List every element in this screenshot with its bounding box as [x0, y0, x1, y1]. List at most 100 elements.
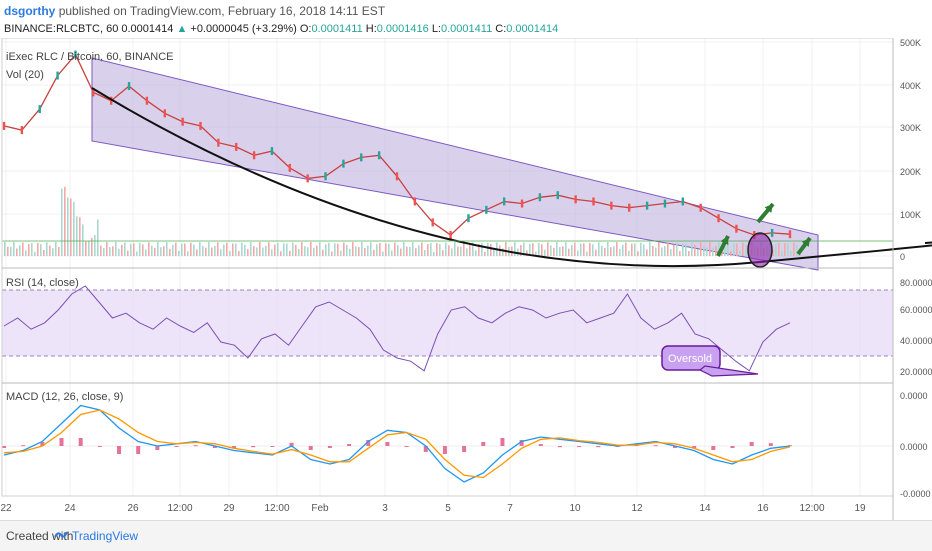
volume-bar: [409, 246, 411, 256]
volume-bar: [556, 242, 558, 256]
volume-bar: [598, 242, 600, 256]
price-chart[interactable]: 22 24 26 12:00 29 12:00 Feb 3 5 7 10 12 14 16 12:00 19 5…: [0, 38, 932, 520]
macd-histogram-bar: [251, 446, 256, 448]
volume-bar: [25, 250, 27, 256]
price-change: +0.0000045 (+3.29%): [190, 23, 297, 35]
x-tick-label: 3: [382, 503, 388, 514]
volume-bar: [421, 242, 423, 256]
volume-bar: [208, 242, 210, 256]
volume-bar: [367, 245, 369, 256]
macd-histogram-bar: [385, 442, 390, 446]
volume-bar: [127, 250, 129, 256]
main-pane[interactable]: [2, 50, 932, 271]
symbol-label: BINANCE:RLCBTC, 60: [4, 23, 119, 35]
volume-bar: [52, 248, 54, 256]
volume-bar: [160, 247, 162, 256]
volume-bar: [745, 244, 747, 256]
macd-histogram-bar: [538, 444, 543, 446]
volume-bar: [679, 251, 681, 256]
candle: [556, 191, 559, 200]
x-tick-label: 7: [507, 503, 513, 514]
candle: [145, 96, 149, 105]
volume-bar: [694, 244, 696, 256]
volume-bar: [463, 242, 465, 256]
candle: [360, 153, 363, 162]
volume-bar: [40, 244, 42, 256]
volume-bar: [391, 250, 393, 256]
rsi-pane[interactable]: [2, 285, 893, 372]
volume-bar: [130, 243, 132, 256]
volume-bar: [337, 243, 339, 256]
volume-bar: [715, 245, 717, 256]
volume-bar: [550, 245, 552, 256]
volume-bar: [403, 242, 405, 256]
volume-bar: [94, 235, 96, 256]
candle: [217, 138, 220, 147]
candle: [199, 121, 202, 130]
macd-histogram-bar: [749, 442, 754, 446]
volume-bar: [67, 197, 69, 256]
candle: [628, 203, 631, 212]
tradingview-logo-icon[interactable]: [54, 529, 68, 541]
rsi-tick-label: 60.0000: [900, 305, 932, 315]
y-tick-label: 200K: [900, 167, 921, 177]
volume-bar: [772, 249, 774, 256]
volume-bar: [61, 188, 63, 256]
ohlc-line: BINANCE:RLCBTC, 60 0.0001414 ▲ +0.000004…: [4, 23, 558, 35]
macd-histogram-bar: [193, 445, 198, 447]
volume-bar: [379, 242, 381, 256]
volume-bar: [307, 247, 309, 256]
volume-bar: [19, 245, 21, 256]
volume-bar: [226, 242, 228, 256]
oversold-pointer: [698, 365, 759, 377]
x-tick-label: 26: [127, 503, 139, 514]
volume-bar: [223, 244, 225, 256]
volume-bar: [172, 244, 174, 256]
volume-bar: [292, 242, 294, 256]
x-tick-label: Feb: [311, 503, 329, 514]
candle: [610, 201, 613, 210]
candle: [377, 151, 381, 160]
volume-bar: [583, 243, 585, 256]
volume-bar: [301, 242, 303, 256]
volume-bar: [283, 243, 285, 256]
volume-bar: [577, 250, 579, 256]
volume-bar: [190, 242, 192, 256]
volume-bar: [661, 247, 663, 256]
highlight-circle: [747, 232, 773, 268]
volume-bar: [385, 243, 387, 256]
volume-bar: [268, 242, 270, 256]
volume-bar: [616, 242, 618, 256]
volume-bar: [562, 246, 564, 256]
volume-bar: [718, 242, 720, 256]
volume-bar: [85, 241, 87, 256]
volume-bar: [106, 242, 108, 256]
volume-bar: [613, 246, 615, 256]
volume-bar: [532, 243, 534, 256]
candle: [413, 197, 417, 206]
volume-bar: [157, 242, 159, 256]
tradingview-brand-link[interactable]: TradingView: [72, 529, 139, 543]
macd-histogram-bar: [462, 446, 467, 452]
volume-bar: [658, 242, 660, 256]
volume-bar: [595, 249, 597, 256]
macd-tick-label: 0.0000: [900, 442, 928, 452]
macd-histogram-bar: [672, 446, 677, 448]
close-label: C:: [495, 23, 507, 35]
volume-bar: [16, 248, 18, 256]
candle: [467, 214, 470, 223]
volume-bar: [742, 242, 744, 256]
publisher-username[interactable]: dsgorthy: [4, 4, 56, 18]
candle: [181, 117, 184, 126]
volume-bar: [214, 246, 216, 256]
macd-histogram-bar: [78, 438, 83, 446]
volume-bar: [235, 243, 237, 256]
open-label: O:: [299, 23, 312, 35]
macd-pane[interactable]: [2, 404, 893, 483]
volume-bar: [682, 243, 684, 256]
volume-bar: [472, 242, 474, 256]
trend-arrowhead: [801, 238, 810, 247]
rsi-pane-title: RSI (14, close): [6, 277, 79, 289]
volume-bar: [493, 250, 495, 256]
volume-bar: [547, 242, 549, 256]
